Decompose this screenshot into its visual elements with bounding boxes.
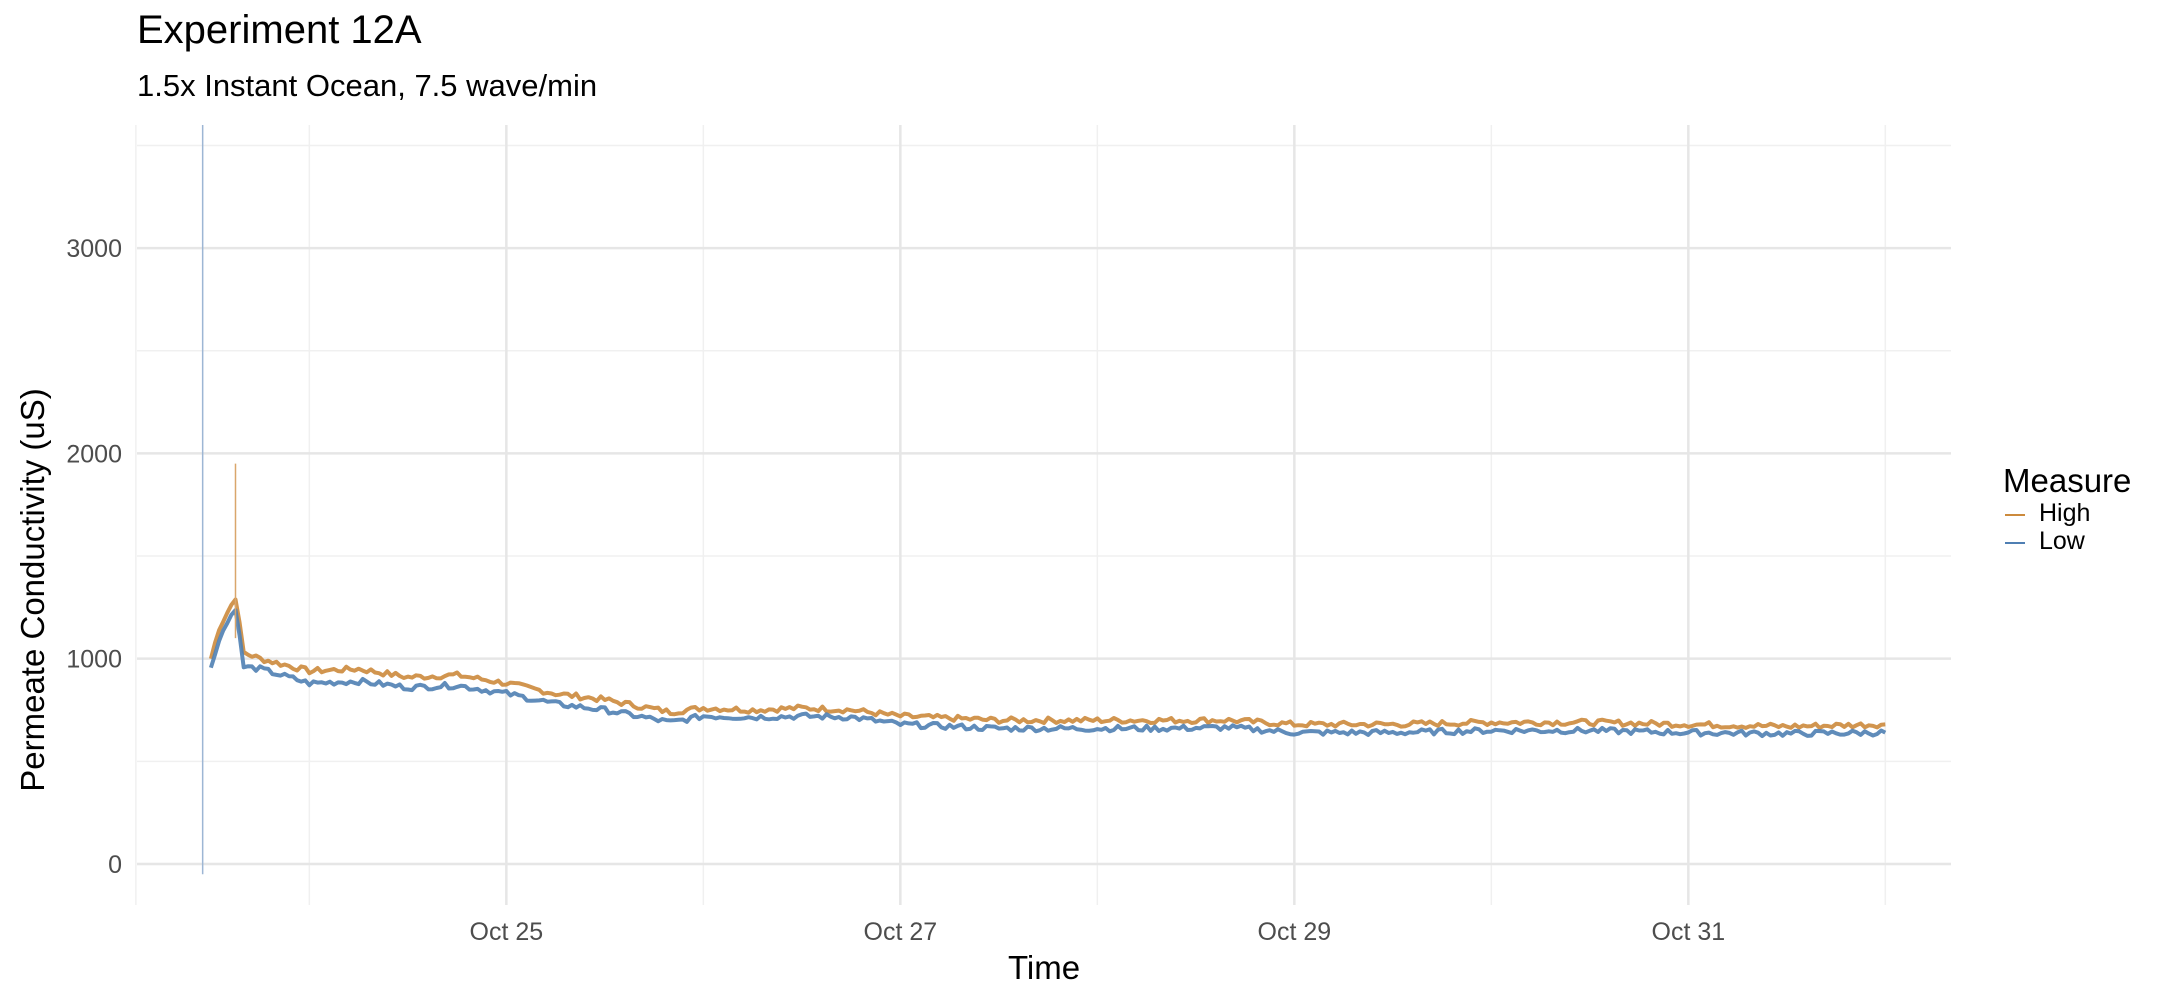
chart-subtitle: 1.5x Instant Ocean, 7.5 wave/min: [137, 68, 598, 103]
x-tick-label: Oct 29: [1258, 918, 1332, 946]
x-axis-title: Time: [1008, 949, 1080, 986]
y-tick-label: 2000: [66, 440, 122, 468]
legend-key-low: [2005, 542, 2025, 544]
series-line-high: [208, 597, 1886, 730]
legend-item-high: High: [2003, 499, 2131, 528]
y-tick-label: 0: [108, 851, 122, 879]
y-tick-label: 1000: [66, 646, 122, 674]
legend-label-low: Low: [2039, 527, 2085, 555]
y-axis-title: Permeate Conductivity (uS): [14, 388, 51, 792]
series-line-low: [208, 608, 1887, 739]
legend: Measure High Low: [2003, 462, 2131, 556]
y-tick-label: 3000: [66, 235, 122, 263]
legend-label-high: High: [2039, 499, 2091, 527]
x-tick-label: Oct 27: [864, 918, 938, 946]
x-tick-label: Oct 31: [1652, 918, 1726, 946]
legend-title: Measure: [2003, 462, 2132, 499]
chart-title: Experiment 12A: [137, 8, 422, 52]
legend-item-low: Low: [2003, 527, 2131, 556]
legend-key-high: [2005, 514, 2025, 516]
x-tick-label: Oct 25: [470, 918, 544, 946]
